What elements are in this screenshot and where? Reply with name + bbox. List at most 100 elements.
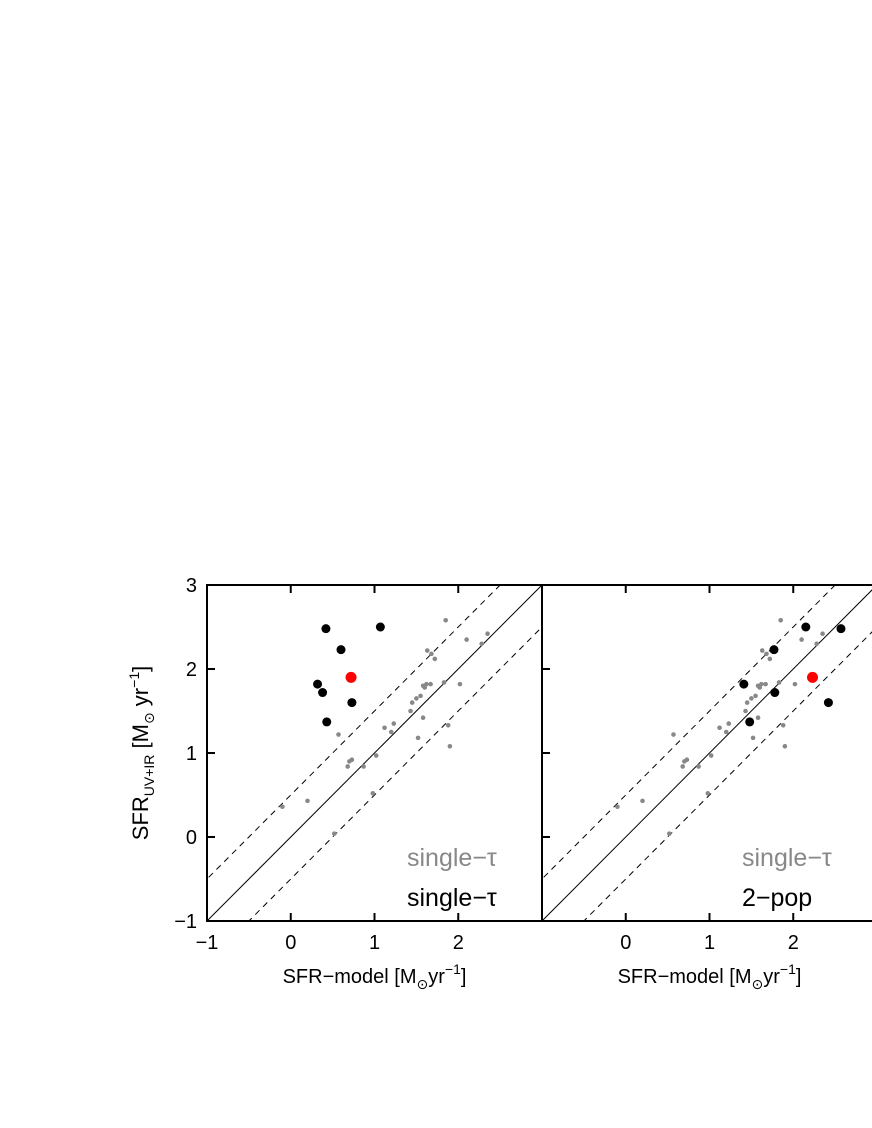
y-label-subscript: UV+IR <box>141 755 157 797</box>
gray-point <box>485 631 490 637</box>
gray-point <box>391 721 397 726</box>
gray-point <box>744 700 750 705</box>
gray-point <box>418 693 423 699</box>
plot-area-left <box>207 585 542 921</box>
gray-point <box>755 715 761 721</box>
panel-right: 0 1 2 SFR−model [M⊙yr−1] single−τ 2−pop <box>541 584 872 992</box>
y-label-sun-symbol: ⊙ <box>141 712 157 724</box>
black-point <box>769 645 779 655</box>
gray-point <box>429 651 434 657</box>
gray-point <box>667 831 672 836</box>
gray-point <box>414 696 419 701</box>
one-to-one-line <box>207 585 542 921</box>
x-label-close: ] <box>796 966 802 988</box>
gray-point <box>424 681 429 687</box>
gray-point <box>361 764 366 769</box>
gray-point <box>708 753 714 758</box>
legend-line-gray: single−τ <box>407 844 497 872</box>
gray-point <box>420 715 426 721</box>
gray-point <box>382 725 387 731</box>
offset-line-lower <box>583 631 872 921</box>
black-point <box>321 624 331 634</box>
x-tick-label: 1 <box>369 932 380 954</box>
gray-point <box>780 722 786 728</box>
black-point <box>318 688 328 698</box>
black-point <box>836 624 846 634</box>
gray-point <box>349 757 355 763</box>
y-tick-label: 3 <box>186 575 197 597</box>
x-axis-label-left: SFR−model [M⊙yr−1] <box>283 961 467 992</box>
gray-point <box>820 631 825 637</box>
gray-point <box>305 798 310 804</box>
y-tick-label: 2 <box>186 659 197 681</box>
gray-point <box>424 648 430 653</box>
gray-point <box>336 732 341 737</box>
gray-point <box>428 681 433 687</box>
gray-point <box>782 743 788 749</box>
gray-point <box>684 757 690 763</box>
gray-point <box>447 743 453 749</box>
gray-point <box>415 735 421 741</box>
gray-point <box>373 753 379 758</box>
gray-point <box>408 708 413 714</box>
x-label-close: ] <box>461 966 467 988</box>
x-label-main: SFR−model [M <box>618 966 752 988</box>
gray-point <box>814 641 819 647</box>
gray-point <box>445 722 451 728</box>
gray-point <box>696 764 701 769</box>
x-label-main: SFR−model [M <box>283 966 417 988</box>
gray-point <box>388 729 394 735</box>
gray-point <box>705 791 711 796</box>
gray-point <box>767 656 773 662</box>
black-point <box>375 622 385 632</box>
black-point <box>745 717 755 727</box>
offset-line-lower <box>248 626 542 921</box>
y-tick-label: −1 <box>174 911 197 933</box>
x-tick-label: 2 <box>788 932 799 954</box>
gray-point <box>764 651 769 657</box>
gray-point <box>759 648 765 653</box>
x-label-sun-symbol: ⊙ <box>752 976 764 992</box>
gray-point <box>441 680 447 685</box>
offset-line-upper <box>542 585 836 880</box>
gray-point <box>717 725 722 731</box>
red-point <box>807 671 819 683</box>
x-label-unit: yr <box>763 966 780 988</box>
gray-point <box>345 764 351 769</box>
gray-point <box>749 696 754 701</box>
black-point <box>336 645 346 655</box>
gray-point <box>750 735 756 741</box>
gray-point <box>776 680 782 685</box>
x-tick-label: 0 <box>620 932 631 954</box>
gray-point <box>743 708 748 714</box>
legend-line-black: single−τ <box>407 884 497 912</box>
y-label-exponent: −1 <box>126 672 142 688</box>
x-label-exponent: −1 <box>780 961 796 977</box>
black-point <box>823 698 833 708</box>
black-point <box>313 679 323 689</box>
gray-point <box>759 681 764 687</box>
gray-point <box>778 617 783 623</box>
red-point <box>345 671 357 683</box>
gray-point <box>726 721 732 726</box>
gray-point <box>763 681 768 687</box>
gray-point <box>409 700 415 705</box>
x-axis-label-right: SFR−model [M⊙yr−1] <box>618 961 802 992</box>
black-point <box>322 717 332 727</box>
gray-point <box>753 693 758 699</box>
gray-point <box>479 641 485 647</box>
gray-point <box>332 831 337 836</box>
x-tick-label: 0 <box>285 932 296 954</box>
gray-point <box>723 729 729 735</box>
legend-line-black: 2−pop <box>742 884 812 912</box>
x-label-exponent: −1 <box>445 961 461 977</box>
gray-point <box>671 732 676 737</box>
gray-point <box>680 764 685 769</box>
x-label-unit: yr <box>428 966 445 988</box>
y-label-unit-yr: yr <box>128 688 153 712</box>
gray-point <box>464 637 469 642</box>
